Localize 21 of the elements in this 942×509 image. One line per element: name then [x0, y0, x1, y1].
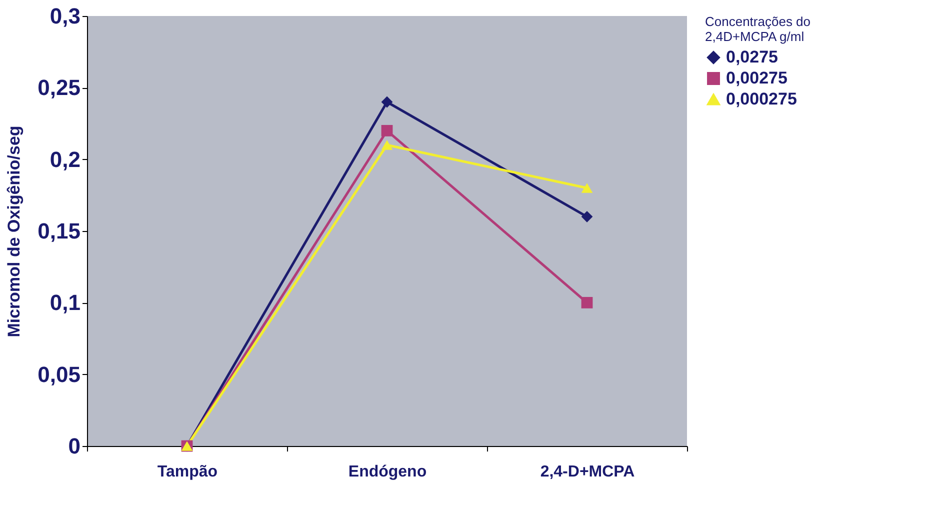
point	[581, 296, 593, 308]
point	[381, 140, 393, 150]
x-tick-label: Tampão	[157, 464, 218, 480]
y-tick-label: 0,25	[38, 75, 80, 100]
point	[381, 96, 393, 108]
point	[381, 124, 393, 136]
y-tick-label: 0	[68, 434, 80, 458]
legend-label: 0,0275	[726, 48, 778, 66]
y-tick-label: 0,1	[50, 290, 80, 316]
x-tick-label: 2,4-D+MCPA	[540, 464, 636, 480]
point	[581, 210, 593, 222]
y-tick-label: 0,05	[38, 362, 80, 387]
y-tick-label: 0,3	[50, 4, 80, 28]
legend-label: 0,00275	[726, 68, 788, 88]
y-tick-label: 0,15	[38, 218, 80, 244]
y-axis-title: Micromol de Oxigênio/seg	[4, 126, 24, 338]
point	[581, 183, 593, 193]
x-tick-label: Endógeno	[348, 464, 427, 480]
y-tick-label: 0,2	[50, 146, 80, 172]
legend-title: Concentrações do 2,4D+MCPA g/ml	[705, 14, 811, 44]
legend-label: 0,000275	[726, 90, 797, 108]
